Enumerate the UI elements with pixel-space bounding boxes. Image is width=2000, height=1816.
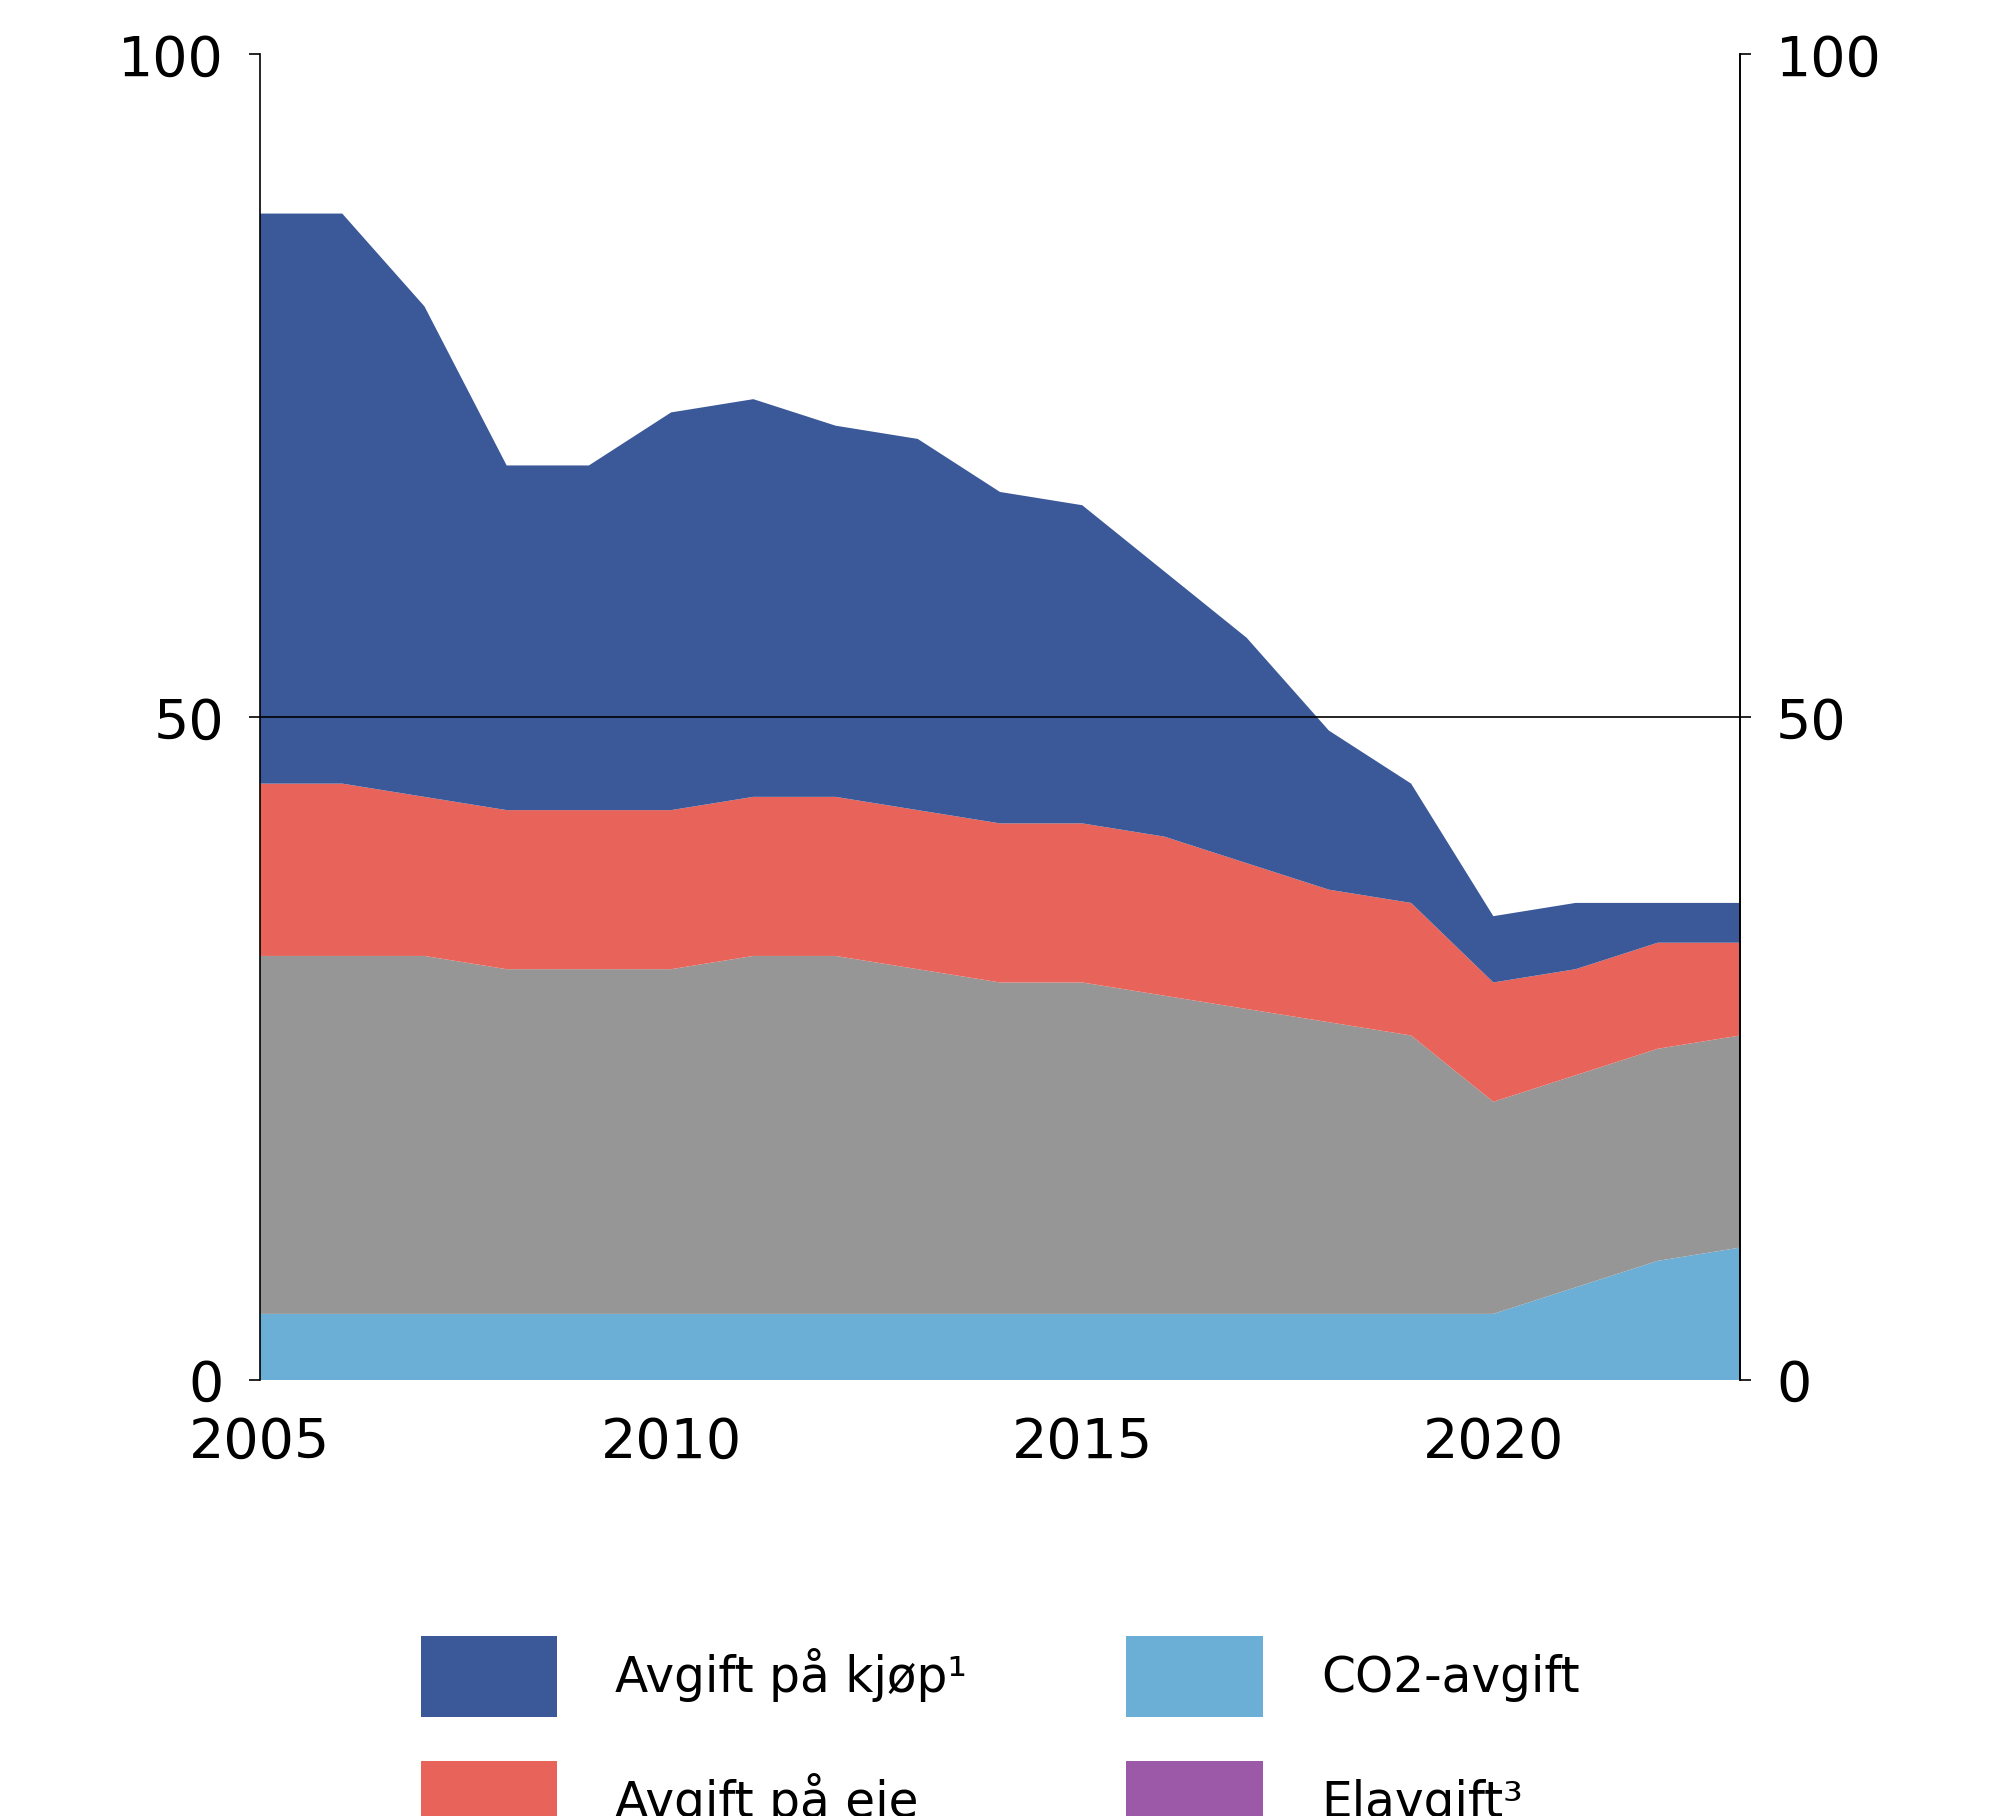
Legend: Avgift på kjøp¹, Avgift på eie, Veibruksavgift², CO2-avgift, Elavgift³, : Avgift på kjøp¹, Avgift på eie, Veibruks… xyxy=(402,1616,1598,1816)
